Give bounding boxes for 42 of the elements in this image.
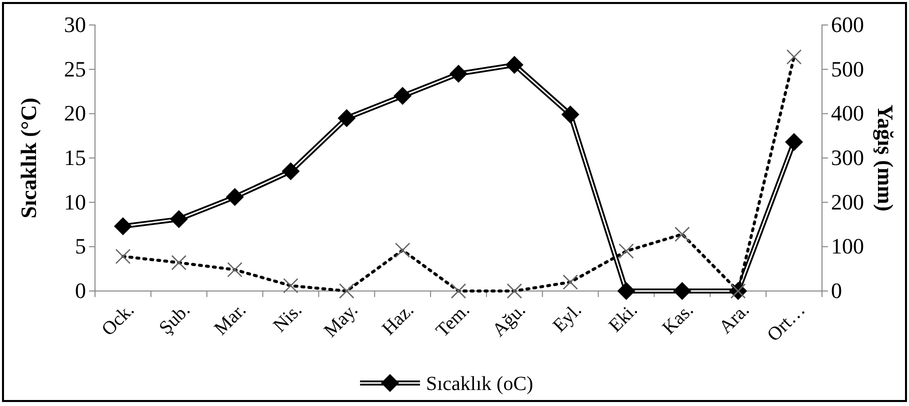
x-tick-label: Ock.: [98, 300, 138, 340]
point: [170, 210, 188, 228]
y-tick-label: 20: [64, 100, 86, 126]
y-tick-label: 30: [64, 12, 86, 38]
y-axis-title: Sıcaklık (°C): [16, 98, 41, 218]
y2-tick-label: 200: [831, 189, 864, 214]
point: [785, 133, 804, 152]
y2-tick-label: 100: [831, 234, 864, 259]
point: [394, 86, 412, 105]
point: [450, 64, 468, 83]
y2-tick-label: 300: [831, 145, 864, 170]
x-tick-label: Ağu.: [488, 300, 530, 342]
point: [226, 188, 244, 206]
point: [673, 282, 692, 300]
y2-tick-label: 600: [831, 12, 864, 38]
x-tick-label: Eyl.: [549, 300, 586, 337]
y2-axis-title: Yağış (mm): [873, 104, 898, 212]
y2-tick-label: 0: [831, 278, 842, 304]
x-tick-label: Eki.: [604, 300, 642, 337]
x-tick-label: Ara.: [715, 300, 754, 338]
point: [282, 162, 300, 180]
y-tick-label: 25: [64, 56, 86, 82]
y-tick-label: 5: [75, 234, 86, 259]
point: [617, 282, 636, 300]
point: [114, 217, 132, 236]
legend-label: Sıcaklık (oC): [426, 373, 534, 395]
y-tick-label: 0: [75, 278, 86, 304]
x-tick-label: Ort…: [763, 300, 810, 346]
x-tick-label: May.: [320, 300, 362, 342]
point: [338, 109, 356, 128]
y-tick-label: 15: [64, 145, 86, 170]
point: [561, 106, 580, 124]
x-tick-label: Şub.: [155, 300, 194, 339]
y2-tick-label: 400: [831, 100, 864, 126]
y-tick-label: 10: [64, 189, 86, 214]
y2-tick-label: 500: [831, 56, 864, 82]
x-tick-label: Haz.: [378, 300, 418, 340]
x-tick-label: Kas.: [658, 300, 698, 339]
x-tick-label: Tem.: [432, 300, 474, 342]
x-tick-label: Nis.: [269, 300, 306, 337]
x-tick-label: Mar.: [210, 300, 250, 340]
point: [505, 56, 524, 74]
